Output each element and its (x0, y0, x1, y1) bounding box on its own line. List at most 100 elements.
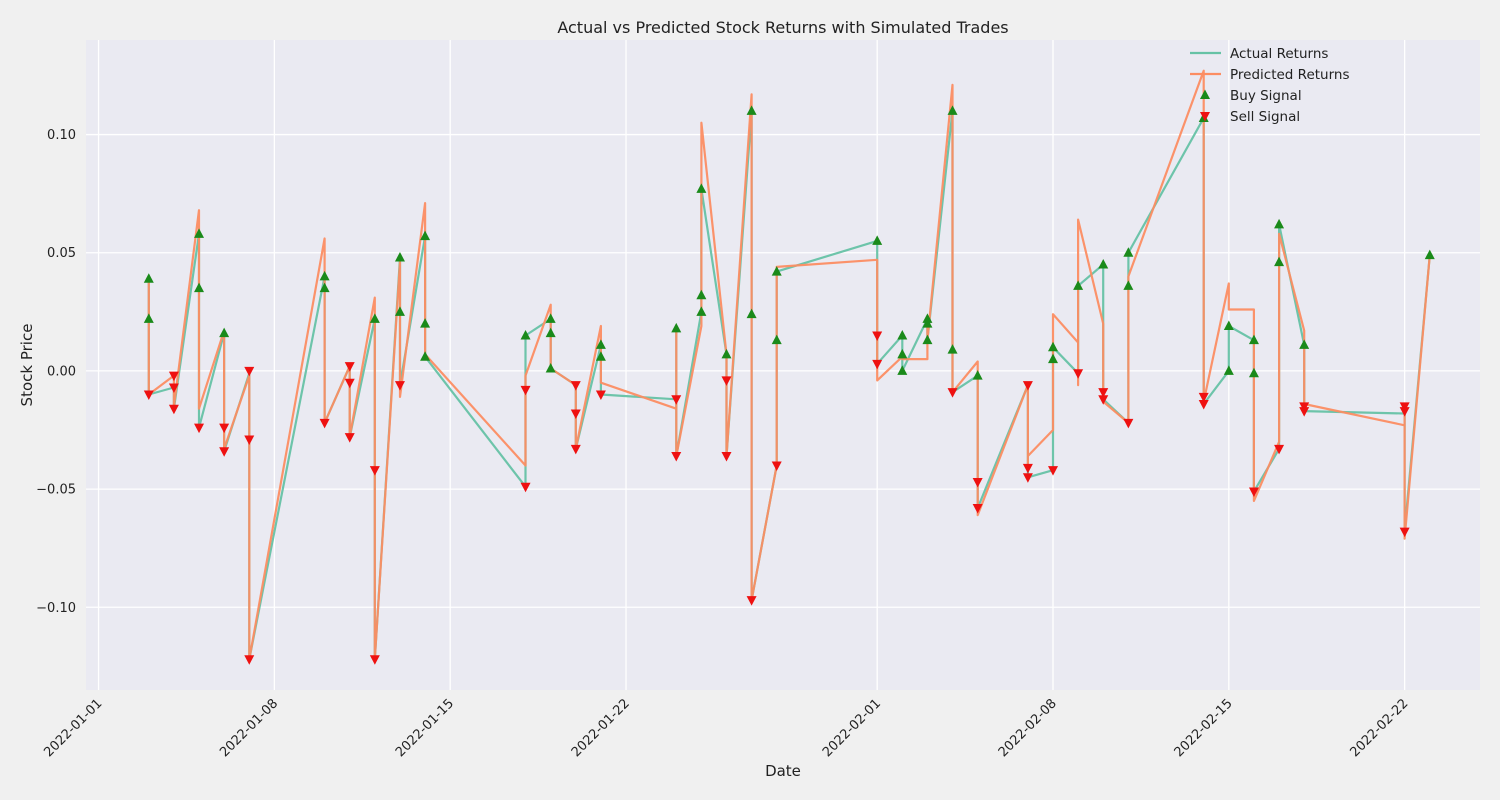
buy-signal-marker (1424, 249, 1435, 260)
sell-signal-marker (344, 362, 355, 372)
sell-signal-marker (244, 435, 255, 445)
sell-signal-marker (1048, 466, 1059, 476)
sell-signal-marker (168, 371, 179, 382)
sell-signal-marker (244, 366, 255, 377)
y-tick-label: 0.10 (47, 128, 76, 143)
y-axis-label: Stock Price (18, 324, 36, 407)
sell-signal-marker (721, 376, 732, 386)
plot-area (86, 40, 1480, 690)
buy-signal-marker (545, 327, 556, 338)
sell-signal-marker (520, 482, 531, 493)
sell-signal-marker (194, 423, 205, 434)
buy-signal-marker (369, 313, 380, 323)
sell-signal-marker (1274, 444, 1285, 455)
buy-signal-marker (922, 318, 933, 328)
buy-signal-marker (1098, 259, 1109, 269)
sell-signal-marker (1399, 407, 1410, 417)
sell-signal-marker (1299, 407, 1310, 417)
buy-signal-marker (696, 306, 707, 316)
sell-signal-marker (570, 444, 581, 455)
sell-signal-marker (219, 447, 230, 457)
legend: Actual Returns Predicted Returns Buy Signa… (1190, 46, 1350, 125)
sell-signal-marker (1022, 473, 1033, 483)
sell-legend-swatch (1200, 112, 1210, 122)
sell-signal-marker (1022, 463, 1033, 474)
buy-signal-marker (721, 348, 732, 359)
sell-signal-marker (570, 381, 581, 391)
buy-signal-marker (947, 344, 958, 354)
sell-signal-marker (369, 466, 380, 476)
buy-signal-marker (872, 235, 883, 245)
buy-signal-marker (219, 327, 230, 338)
legend-label: Actual Returns (1230, 46, 1328, 62)
legend-label: Buy Signal (1230, 88, 1302, 104)
buy-signal-marker (143, 273, 154, 283)
sell-signal-marker (671, 452, 682, 462)
buy-signal-marker (545, 363, 556, 373)
y-tick-label: 0.05 (47, 246, 76, 261)
buy-signal-marker (1223, 320, 1234, 330)
sell-signal-marker (394, 381, 405, 391)
sell-signal-marker (671, 395, 682, 405)
buy-signal-marker (897, 348, 908, 359)
buy-signal-marker (922, 334, 933, 345)
sell-signal-marker (771, 461, 782, 471)
sell-signal-marker (570, 409, 581, 419)
buy-signal-marker (1248, 334, 1259, 345)
sell-signal-marker (1123, 418, 1134, 429)
sell-signal-marker (1098, 395, 1109, 405)
sell-signal-marker (1073, 369, 1084, 379)
sell-signal-marker (244, 655, 255, 665)
buy-signal-marker (897, 365, 908, 375)
sell-signal-marker (872, 359, 883, 370)
buy-signal-marker (897, 329, 908, 340)
y-tick-label: −0.10 (36, 601, 76, 616)
sell-signal-marker (344, 433, 355, 443)
sell-signal-marker (947, 388, 958, 398)
buy-signal-marker (1048, 341, 1059, 352)
sell-signal-marker (721, 452, 732, 462)
buy-signal-marker (595, 351, 606, 361)
buy-signal-marker (1123, 280, 1134, 290)
sell-signal-marker (219, 423, 230, 434)
buy-signal-marker (319, 270, 330, 281)
sell-signal-marker (972, 504, 983, 514)
buy-signal-marker (947, 105, 958, 115)
buy-signal-marker (1048, 353, 1059, 364)
sell-signal-marker (168, 404, 179, 415)
buy-signal-marker (1248, 367, 1259, 378)
buy-signal-marker (1223, 365, 1234, 375)
buy-signal-marker (1299, 339, 1310, 349)
legend-label: Predicted Returns (1230, 67, 1350, 83)
sell-signal-marker (344, 378, 355, 389)
buy-signal-marker (771, 266, 782, 276)
sell-signal-marker (168, 383, 179, 393)
x-axis-label: Date (765, 762, 801, 780)
buy-signal-marker (394, 251, 405, 262)
buy-signal-marker (394, 306, 405, 316)
y-tick-label: 0.00 (47, 364, 76, 379)
y-tick-label: −0.05 (36, 483, 76, 498)
sell-signal-marker (972, 478, 983, 488)
buy-signal-marker (319, 282, 330, 293)
sell-signal-marker (143, 390, 154, 401)
buy-signal-marker (671, 322, 682, 333)
buy-signal-marker (1073, 280, 1084, 290)
buy-signal-marker (1274, 218, 1285, 229)
buy-signal-marker (771, 334, 782, 345)
buy-signal-marker (1274, 256, 1285, 267)
sell-signal-marker (1198, 400, 1209, 410)
sell-signal-marker (595, 390, 606, 401)
grid-lines (86, 40, 1480, 690)
sell-signal-marker (369, 655, 380, 665)
sell-signal-marker (746, 596, 757, 606)
buy-signal-marker (696, 183, 707, 193)
buy-signal-marker (696, 289, 707, 300)
buy-signal-marker (194, 282, 205, 293)
buy-signal-marker (746, 105, 757, 115)
sell-signal-marker (1198, 392, 1209, 403)
sell-signal-marker (1098, 388, 1109, 398)
y-axis-ticks: 0.10 0.05 0.00 −0.05 −0.10 (36, 128, 76, 616)
sell-signal-marker (1399, 527, 1410, 538)
legend-label: Sell Signal (1230, 109, 1300, 125)
